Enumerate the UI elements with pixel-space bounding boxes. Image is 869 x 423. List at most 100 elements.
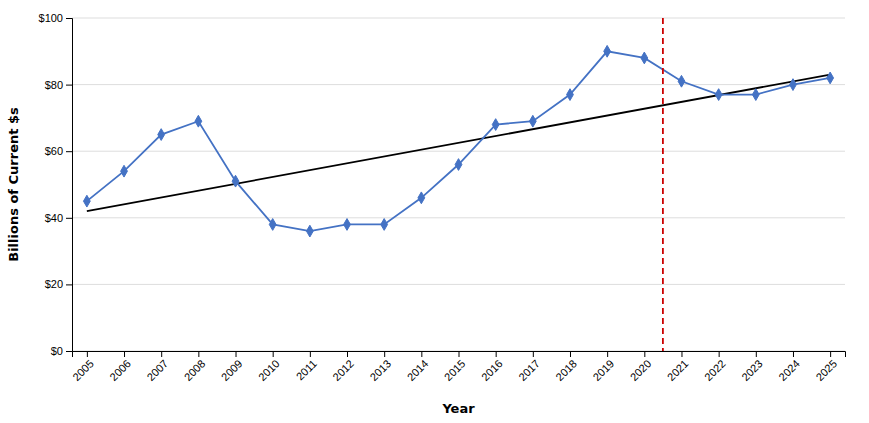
marker (381, 219, 388, 231)
x-tick: 2013 (367, 351, 393, 383)
x-tick-mark (793, 351, 794, 357)
x-tick-mark (719, 351, 720, 357)
y-tick: $40 (45, 212, 72, 224)
marker (195, 115, 202, 127)
grid-line (72, 284, 845, 285)
grid-line (72, 217, 845, 218)
series-line (87, 51, 830, 231)
grid-line (72, 84, 845, 85)
x-tick: 2011 (294, 351, 319, 383)
x-tick-mark (644, 351, 645, 357)
x-axis: 2005 2006 2007 2008 2009 2010 2011 2012 2013 2014… (70, 351, 845, 383)
x-tick-mark (681, 351, 682, 357)
y-tick-mark (66, 85, 72, 86)
marker (715, 89, 722, 101)
x-tick-label: 2021 (665, 357, 691, 383)
vertical-line (662, 18, 664, 351)
y-tick: $80 (45, 79, 72, 91)
x-tick: 2010 (256, 351, 282, 383)
marker (306, 225, 313, 237)
y-tick-mark (66, 351, 72, 352)
y-axis-title: Billions of Current $s (6, 107, 21, 262)
x-tick-label: 2017 (516, 357, 542, 383)
y-tick-label: $0 (51, 345, 63, 357)
x-tick-mark (198, 351, 199, 357)
y-tick: $60 (45, 145, 72, 157)
marks (83, 18, 833, 351)
y-tick-label: $20 (45, 278, 63, 290)
y-tick-label: $80 (45, 79, 63, 91)
x-tick-mark (273, 351, 274, 357)
x-tick-label: 2018 (553, 357, 579, 383)
x-tick-mark (607, 351, 608, 357)
x-tick: 2024 (776, 351, 802, 383)
x-tick-mark (384, 351, 385, 357)
x-tick: 2019 (590, 351, 616, 383)
x-tick: 2005 (70, 351, 96, 383)
x-tick-mark (87, 351, 88, 357)
x-tick: 2008 (182, 351, 208, 383)
x-axis-title: Year (441, 401, 475, 416)
x-axis-line (73, 352, 846, 358)
x-tick-label: 2016 (479, 357, 505, 383)
y-axis: $0 $20 $40 $60 $80 $100 (39, 12, 73, 357)
chart: 2005 2006 2007 2008 2009 2010 2011 2012 2013 2014… (0, 0, 869, 423)
marker (269, 219, 276, 231)
x-tick-label: 2005 (70, 357, 96, 383)
y-tick-label: $40 (45, 212, 63, 224)
grid-line (72, 151, 845, 152)
x-tick-label: 2015 (442, 357, 468, 383)
marker (158, 129, 165, 141)
y-tick: $20 (45, 278, 72, 290)
x-tick-mark (347, 351, 348, 357)
x-tick-label: 2013 (367, 357, 393, 383)
y-tick-mark (66, 18, 72, 19)
x-tick: 2022 (702, 351, 728, 383)
marker (83, 195, 90, 207)
marker (121, 165, 128, 177)
y-tick-mark (66, 284, 72, 285)
x-tick-label: 2019 (590, 357, 616, 383)
marker (827, 72, 834, 84)
x-tick-mark (830, 351, 831, 357)
x-tick-label: 2007 (144, 357, 170, 383)
x-tick: 2025 (813, 351, 839, 383)
x-tick-mark (533, 351, 534, 357)
x-tick: 2018 (553, 351, 579, 383)
marker (790, 79, 797, 91)
x-tick-label: 2014 (405, 357, 431, 383)
series-line (87, 75, 830, 212)
x-tick-label: 2025 (813, 357, 839, 383)
y-tick-label: $60 (45, 145, 63, 157)
marker (604, 45, 611, 57)
marker (678, 75, 685, 87)
x-tick-label: 2012 (330, 357, 356, 383)
x-tick: 2009 (219, 351, 245, 383)
grid-line (72, 18, 845, 19)
x-tick-label: 2022 (702, 357, 728, 383)
y-tick-mark (66, 218, 72, 219)
marker (752, 89, 759, 101)
marker (418, 192, 425, 204)
x-tick-label: 2020 (628, 357, 654, 383)
x-tick-label: 2010 (256, 357, 282, 383)
marker (641, 52, 648, 64)
x-tick-mark (756, 351, 757, 357)
x-tick: 2015 (442, 351, 468, 383)
y-grid (72, 18, 845, 351)
x-tick-label: 2011 (294, 357, 319, 382)
y-axis-line (66, 19, 73, 352)
y-tick-label: $100 (39, 12, 63, 24)
x-tick: 2020 (628, 351, 654, 383)
x-tick-mark (161, 351, 162, 357)
marker (232, 175, 239, 187)
x-tick: 2007 (144, 351, 170, 383)
plot: 2005 2006 2007 2008 2009 2010 2011 2012 2013 2014… (39, 12, 846, 383)
x-tick: 2006 (107, 351, 133, 383)
y-tick: $100 (39, 12, 72, 24)
y-tick: $0 (51, 345, 72, 357)
x-tick-mark (570, 351, 571, 357)
y-tick-mark (66, 151, 72, 152)
marker (567, 89, 574, 101)
x-tick-label: 2009 (219, 357, 245, 383)
